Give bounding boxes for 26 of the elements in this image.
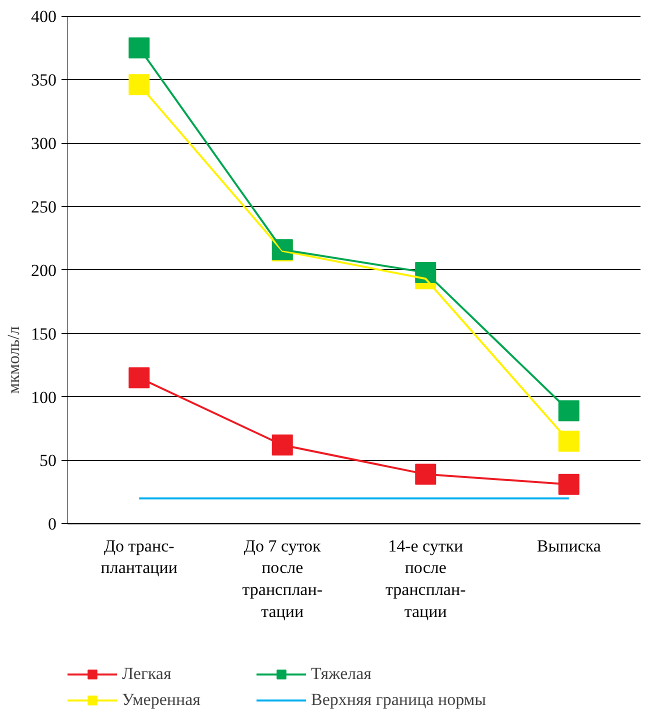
point — [415, 464, 436, 485]
point — [128, 74, 150, 96]
point — [558, 430, 580, 452]
point — [128, 367, 150, 388]
x-tick-label: 14-е сутки после трансплан- тации — [386, 536, 466, 621]
point — [558, 400, 580, 422]
point — [128, 37, 150, 58]
legend-label: Тяжелая — [311, 664, 372, 684]
legend-label: Верхняя граница нормы — [311, 690, 486, 710]
point — [272, 434, 293, 456]
legend-label: Легкая — [122, 664, 172, 684]
y-tick-label: 100 — [31, 388, 56, 407]
y-tick-label: 150 — [31, 324, 56, 344]
y-tick-label: 350 — [31, 70, 56, 90]
x-tick-label: До транс- плантации — [100, 536, 178, 578]
y-tick-label: 400 — [31, 7, 56, 26]
y-tick-label: 300 — [31, 134, 56, 154]
y-axis-title: мкмоль/л — [4, 326, 23, 394]
point — [558, 474, 580, 495]
x-tick-label: Выписка — [536, 536, 602, 556]
x-tick-label: До 7 суток после трансплан- тации — [242, 536, 323, 621]
y-tick-label: 50 — [40, 451, 56, 470]
y-tick-label: 200 — [31, 260, 56, 280]
y-tick-label: 0 — [48, 514, 56, 534]
legend-label: Умеренная — [122, 690, 202, 710]
y-tick-label: 250 — [31, 197, 56, 216]
